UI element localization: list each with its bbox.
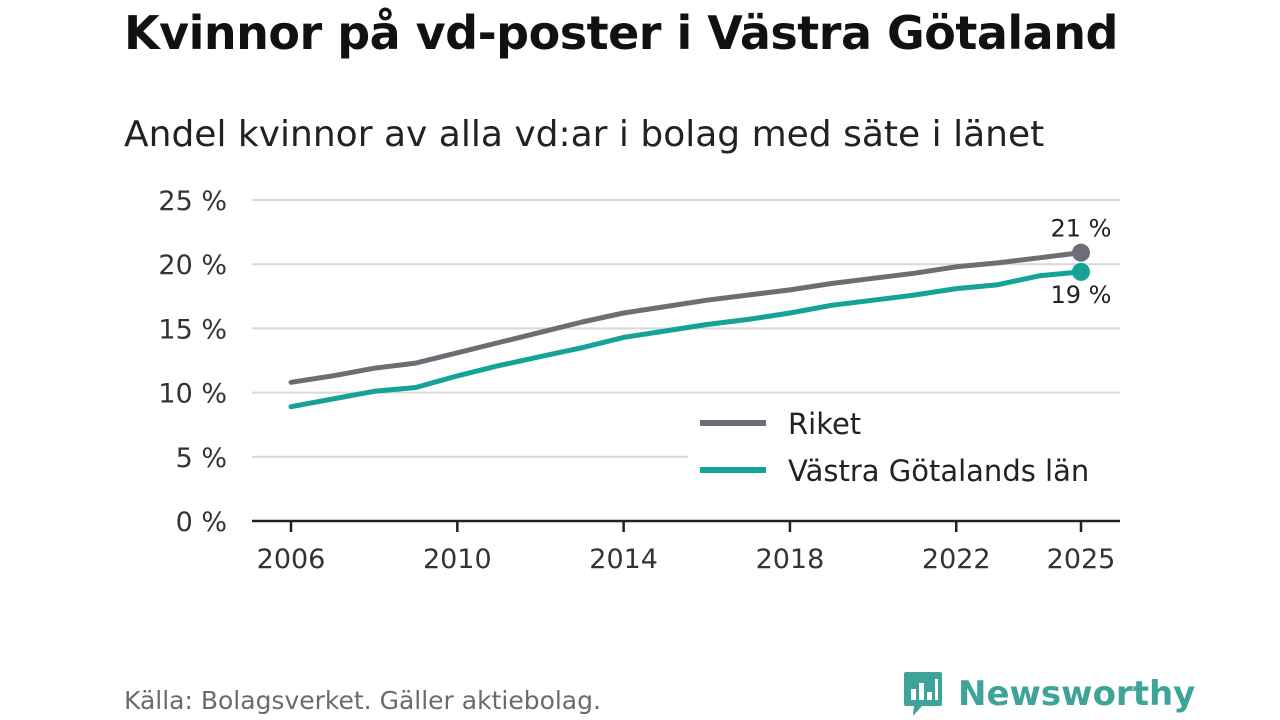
- legend: Riket Västra Götalands län: [688, 402, 1120, 494]
- legend-label-vastra-gotaland: Västra Götalands län: [788, 454, 1089, 488]
- source-note: Källa: Bolagsverket. Gäller aktiebolag.: [124, 686, 601, 715]
- y-tick-label: 25 %: [158, 186, 227, 217]
- x-tick-label: 2022: [922, 544, 991, 575]
- x-tick-label: 2018: [756, 544, 825, 575]
- legend-label-riket: Riket: [788, 407, 861, 441]
- legend-background: [688, 402, 1120, 494]
- series-line-riket: [288, 250, 1084, 385]
- y-tick-label: 20 %: [158, 250, 227, 281]
- y-tick-label: 0 %: [176, 507, 227, 538]
- y-tick-label: 10 %: [158, 379, 227, 410]
- x-tick-label: 2010: [423, 544, 492, 575]
- line-chart: 0 %5 %10 %15 %20 %25 % 2006 2010 2014 2018 2…: [158, 186, 1120, 575]
- end-label-riket: 21 %: [1051, 215, 1112, 243]
- x-tick-label: 2014: [589, 544, 658, 575]
- y-axis-ticks: 0 % 5 % 10 % 15 % 20 % 25 %: [158, 186, 227, 538]
- y-tick-label: 15 %: [158, 314, 227, 345]
- chart-title: Kvinnor på vd-poster i Västra Götaland: [124, 6, 1118, 60]
- brand-logo: Newsworthy: [902, 670, 1195, 718]
- end-label-vastra-gotaland: 19 %: [1051, 281, 1112, 309]
- x-tick-label: 2006: [257, 544, 326, 575]
- bar-chart-speech-bubble-icon: [904, 672, 942, 716]
- y-tick-label: 5 %: [176, 443, 227, 474]
- chart-subtitle: Andel kvinnor av alla vd:ar i bolag med …: [124, 114, 1045, 155]
- brand-name: Newsworthy: [958, 674, 1196, 714]
- x-tick-label: 2025: [1047, 544, 1116, 575]
- x-axis-ticks: 2006 2010 2014 2018 2022 2025: [257, 521, 1116, 575]
- series-lines: [288, 243, 1090, 410]
- series-line-vastra-gotaland: [288, 269, 1084, 410]
- end-labels: 21 % 19 %: [1051, 215, 1112, 309]
- series-end-point-riket: [1072, 243, 1090, 262]
- series-end-point-vastra-gotaland: [1072, 262, 1090, 281]
